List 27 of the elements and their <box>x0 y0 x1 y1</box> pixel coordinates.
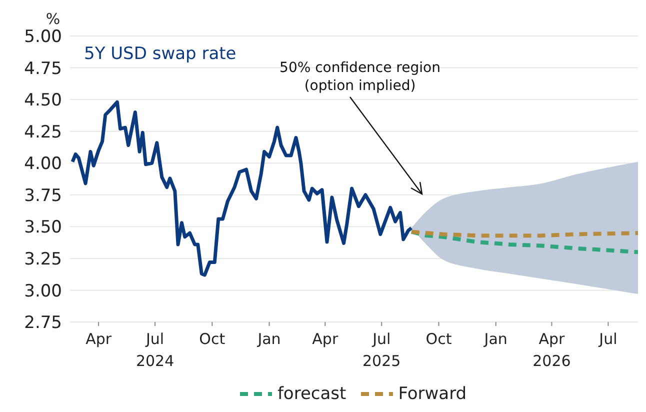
annotation: 50% confidence region (option implied) <box>280 60 440 94</box>
y-tick-label: 4.75 <box>24 58 62 79</box>
y-tick-label: 4.00 <box>24 154 62 174</box>
x-tick-label: Jul 2024 <box>136 330 174 370</box>
x-tick-label: Jul 2025 <box>362 330 401 370</box>
x-tick-label: Apr 2026 <box>532 330 571 370</box>
text: 5Y USD swap rate <box>84 44 236 64</box>
x-tick-label: Apr <box>86 330 112 348</box>
x-tick-label: Oct <box>426 330 452 348</box>
y-tick-label: 3.00 <box>24 281 62 302</box>
y-tick-label: 3.25 <box>24 249 62 270</box>
x-tick-label: Jan <box>483 330 508 348</box>
legend-label: Forward <box>397 384 467 404</box>
y-tick-label: 5.00 <box>24 27 62 48</box>
y-tick-label: 2.75 <box>24 313 62 334</box>
y-axis-title: % <box>46 10 60 28</box>
line-series <box>409 230 638 254</box>
x-tick-label: Oct <box>199 330 226 348</box>
x-tick-label: Jan <box>256 330 281 348</box>
y-tick-label: 4.25 <box>24 122 62 142</box>
y-tick-label: 3.50 <box>24 218 62 238</box>
legend-label: forecast <box>276 384 346 404</box>
y-tick-label: 4.50 <box>24 90 62 111</box>
x-tick-label: Jul <box>598 330 618 348</box>
y-tick-label: 3.75 <box>24 186 62 206</box>
line-series <box>70 100 414 277</box>
x-tick-label: Apr <box>312 330 339 348</box>
